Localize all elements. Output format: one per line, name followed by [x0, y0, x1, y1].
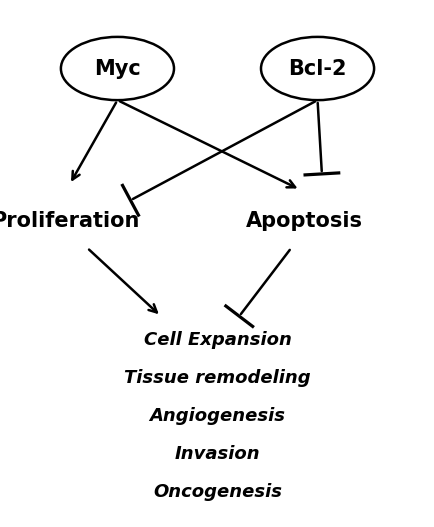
Text: Proliferation: Proliferation: [0, 211, 139, 231]
Text: Cell Expansion: Cell Expansion: [143, 331, 291, 349]
Text: Angiogenesis: Angiogenesis: [149, 407, 285, 425]
Ellipse shape: [260, 37, 373, 100]
Text: Invasion: Invasion: [174, 445, 260, 463]
Ellipse shape: [61, 37, 174, 100]
Text: Tissue remodeling: Tissue remodeling: [124, 369, 310, 387]
Text: Oncogenesis: Oncogenesis: [153, 483, 281, 501]
Text: Apoptosis: Apoptosis: [246, 211, 362, 231]
Text: Bcl-2: Bcl-2: [288, 58, 346, 79]
Text: Myc: Myc: [94, 58, 141, 79]
